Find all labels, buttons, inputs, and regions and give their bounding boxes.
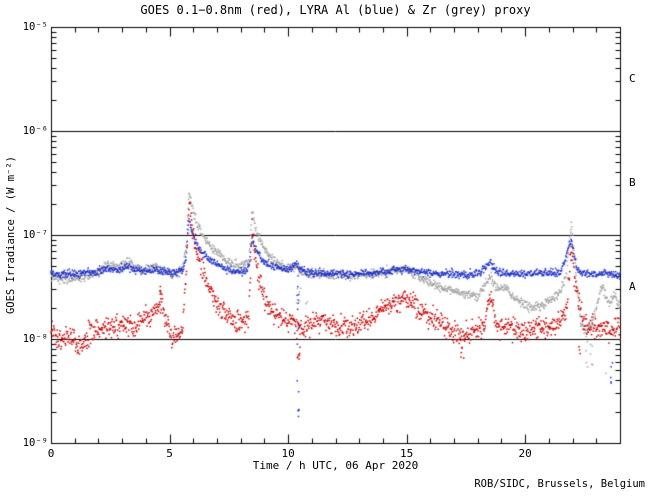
- credit-text: ROB/SIDC, Brussels, Belgium: [474, 478, 645, 490]
- flare-class-label: C: [629, 72, 636, 85]
- x-tick-label: 10: [281, 447, 295, 460]
- y-tick-label: 10⁻⁶: [22, 125, 48, 137]
- x-tick-label: 15: [400, 447, 414, 460]
- y-tick-label: 10⁻⁸: [22, 333, 48, 345]
- x-tick-label: 5: [166, 447, 173, 460]
- y-tick-label: 10⁻⁹: [22, 437, 48, 449]
- flare-class-label: B: [629, 176, 636, 189]
- y-tick-label: 10⁻⁵: [22, 21, 48, 33]
- y-tick-label: 10⁻⁷: [22, 229, 48, 241]
- flare-class-label: A: [629, 280, 636, 293]
- chart-title: GOES 0.1−0.8nm (red), LYRA Al (blue) & Z…: [140, 3, 531, 17]
- x-axis-label: Time / h UTC, 06 Apr 2020: [252, 459, 419, 472]
- x-tick-label: 0: [47, 447, 55, 460]
- x-tick-label: 20: [518, 447, 532, 460]
